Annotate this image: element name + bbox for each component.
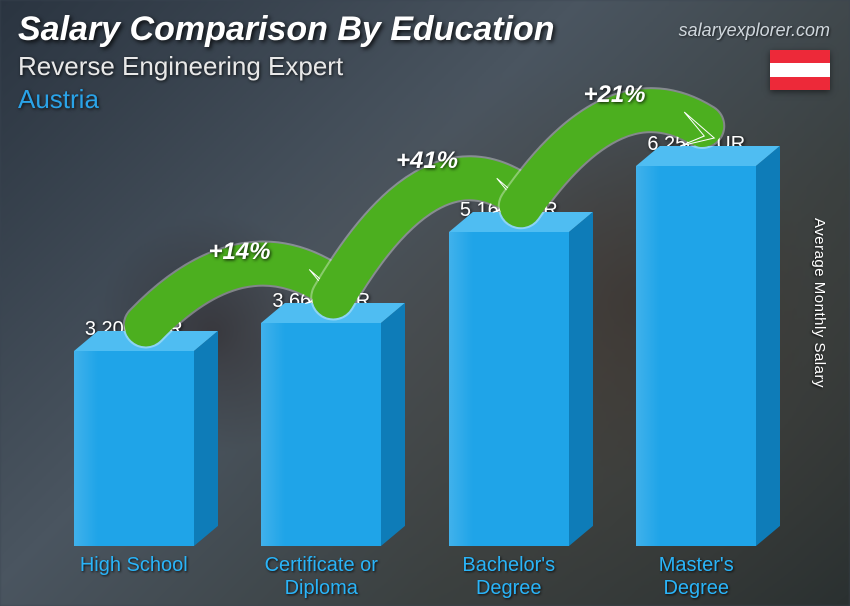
flag-austria [770,50,830,90]
bar-side [569,212,593,546]
flag-stripe [770,50,830,63]
bar [261,323,381,546]
bar [449,232,569,546]
category-labels: High SchoolCertificate orDiplomaBachelor… [40,554,790,600]
bar-side [756,146,780,546]
bar [74,351,194,546]
bar-front [261,323,381,546]
category-label: Bachelor'sDegree [415,554,603,600]
bar-front [449,232,569,546]
bar-wrap: 3,200 EUR [40,140,228,546]
category-label: Certificate orDiploma [228,554,416,600]
bar-side [194,331,218,546]
chart-subtitle: Reverse Engineering Expert [18,51,832,82]
category-label: Master'sDegree [603,554,791,600]
flag-stripe [770,63,830,76]
y-axis-label: Average Monthly Salary [811,218,828,388]
bar-wrap: 5,160 EUR [415,140,603,546]
bar-wrap: 6,250 EUR [603,140,791,546]
bar-side [381,303,405,546]
flag-stripe [770,77,830,90]
bars-container: 3,200 EUR3,660 EUR5,160 EUR6,250 EUR [40,140,790,546]
watermark: salaryexplorer.com [679,20,830,41]
country-label: Austria [18,84,832,115]
bar [636,166,756,546]
bar-front [636,166,756,546]
bar-wrap: 3,660 EUR [228,140,416,546]
category-label: High School [40,554,228,600]
bar-front [74,351,194,546]
chart-area: 3,200 EUR3,660 EUR5,160 EUR6,250 EUR +14… [40,140,790,546]
